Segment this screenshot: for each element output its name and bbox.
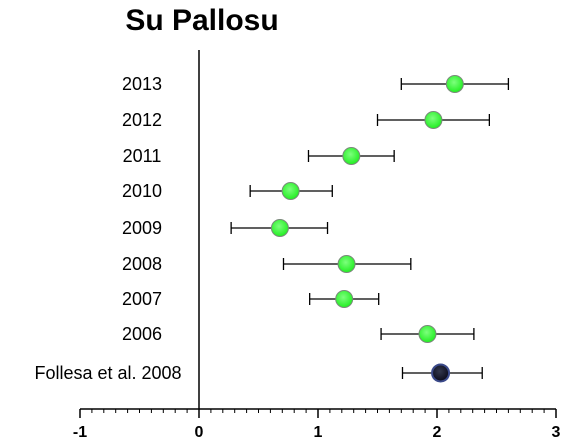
forest-row: 2012 [122,110,491,130]
forest-row: 2013 [122,74,510,94]
point-estimate-marker [337,255,356,273]
point-estimate-marker [418,325,437,343]
point-estimate-marker [342,147,361,165]
reference-point-marker [431,363,451,383]
row-label: 2007 [122,289,162,309]
chart-title: Su Pallosu [125,4,278,37]
forest-row: 2010 [122,181,333,201]
forest-row: 2006 [122,324,475,344]
row-label: 2012 [122,110,162,130]
row-label: 2010 [122,181,162,201]
point-estimate-marker [335,290,354,308]
point-estimate-marker [281,182,300,200]
x-tick-label: 2 [433,424,442,441]
data-rows: 2013 2012 2011 2010 2009 2008 2007 2006 Follesa … [34,74,510,383]
row-label: 2006 [122,324,162,344]
x-tick-label: 1 [314,424,323,441]
x-tick-label: 0 [195,424,204,441]
x-axis: -1 0 1 2 3 [73,50,561,441]
row-label: 2013 [122,74,162,94]
x-tick-label: -1 [73,424,87,441]
row-label: Follesa et al. 2008 [34,363,181,383]
row-label: 2009 [122,218,162,238]
point-estimate-marker [270,219,289,237]
forest-row: 2011 [123,146,395,166]
row-label: 2008 [122,254,162,274]
forest-row: Follesa et al. 2008 [34,363,483,383]
point-estimate-marker [424,111,443,129]
row-label: 2011 [123,146,162,166]
point-estimate-marker [445,75,464,93]
forest-row: 2009 [122,218,329,238]
forest-row: 2007 [122,289,380,309]
x-tick-label: 3 [552,424,561,441]
forest-row: 2008 [122,254,412,274]
